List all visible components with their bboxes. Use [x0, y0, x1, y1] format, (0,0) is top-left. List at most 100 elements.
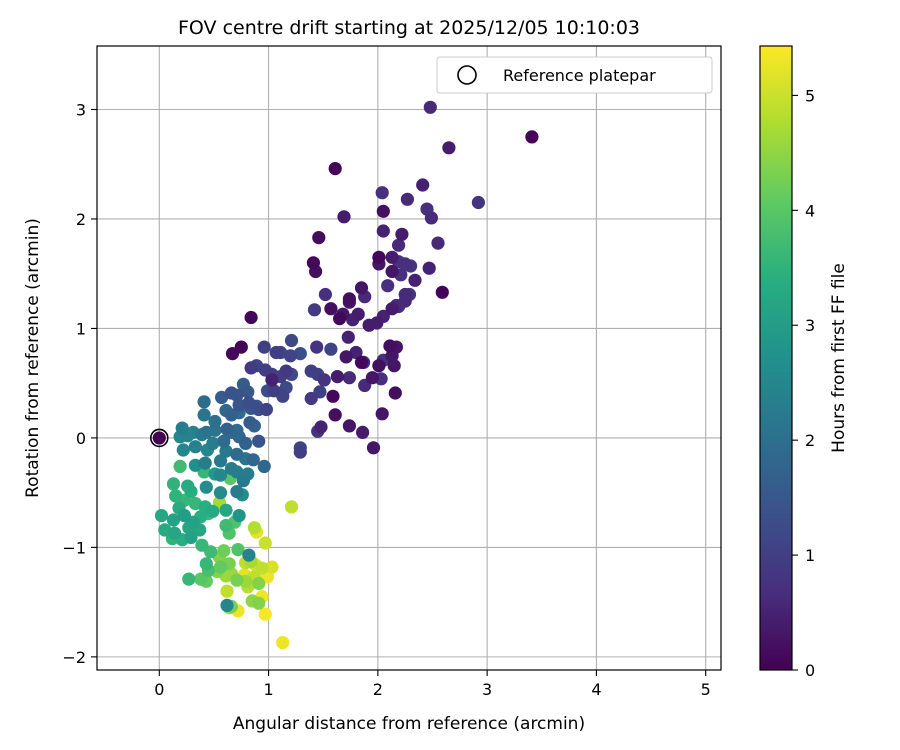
data-point — [188, 440, 202, 454]
data-point — [195, 538, 209, 552]
data-point — [265, 560, 279, 574]
data-point — [236, 474, 250, 488]
colorbar-tick-label: 2 — [805, 431, 815, 450]
data-point — [257, 459, 271, 473]
data-point — [206, 504, 220, 518]
data-point — [246, 453, 260, 467]
data-point — [293, 347, 307, 361]
y-tick-label: −1 — [62, 538, 86, 557]
data-point — [166, 477, 181, 491]
data-point — [279, 364, 293, 378]
data-point — [354, 355, 369, 369]
data-point — [217, 544, 231, 558]
x-tick-label: 4 — [591, 680, 601, 699]
data-point — [276, 636, 290, 650]
data-point — [388, 386, 402, 400]
reference-point-marker — [149, 428, 169, 448]
data-point — [398, 257, 412, 271]
x-axis-ticks: 0 1 2 3 4 5 — [154, 670, 711, 699]
data-point — [442, 141, 456, 155]
data-point — [242, 396, 256, 410]
data-point — [252, 576, 266, 591]
x-tick-label: 3 — [482, 680, 492, 699]
data-point — [206, 436, 220, 450]
data-point — [259, 402, 273, 417]
legend-label: Reference platepar — [503, 66, 656, 85]
data-point — [395, 227, 409, 241]
y-tick-label: 3 — [76, 100, 86, 119]
data-point — [324, 342, 338, 356]
data-point — [224, 408, 238, 422]
data-point — [232, 508, 246, 523]
data-point — [385, 264, 399, 279]
data-point — [252, 596, 266, 610]
x-tick-label: 0 — [154, 680, 164, 699]
data-point — [199, 480, 213, 494]
data-point — [213, 468, 228, 482]
data-point — [220, 598, 234, 613]
data-point — [337, 210, 351, 224]
colorbar-ticks: 0 1 2 3 4 5 — [792, 86, 815, 680]
data-point — [342, 419, 356, 433]
data-point — [219, 444, 233, 458]
data-point — [310, 340, 324, 354]
data-point — [328, 162, 342, 176]
data-point — [258, 607, 272, 621]
colorbar-tick-label: 0 — [805, 661, 815, 680]
reference-data-point — [152, 431, 166, 445]
data-point — [435, 285, 449, 299]
data-point — [239, 436, 253, 450]
data-point — [392, 238, 406, 252]
data-point — [383, 339, 397, 353]
data-point — [258, 536, 272, 550]
data-point — [168, 526, 182, 540]
data-point — [213, 560, 228, 574]
chart-title: FOV centre drift starting at 2025/12/05 … — [178, 17, 640, 39]
data-point — [166, 513, 181, 527]
data-point — [385, 302, 399, 316]
colorbar-tick-label: 1 — [805, 546, 815, 565]
data-point — [400, 192, 414, 206]
data-point — [339, 350, 353, 364]
colorbar-tick-label: 3 — [805, 316, 815, 335]
x-tick-label: 5 — [701, 680, 711, 699]
data-point — [318, 287, 332, 302]
data-point — [230, 447, 244, 461]
data-point — [471, 195, 485, 210]
data-point — [252, 434, 266, 448]
data-point — [154, 508, 169, 523]
reference-marker — [149, 428, 169, 448]
data-point — [199, 557, 213, 571]
data-point — [181, 479, 195, 493]
data-point — [356, 425, 370, 439]
legend-marker-icon — [457, 65, 477, 85]
data-point — [230, 573, 244, 587]
data-point — [328, 408, 342, 422]
data-point — [304, 364, 318, 378]
data-point — [416, 178, 430, 192]
data-point — [255, 561, 269, 575]
data-point — [213, 486, 228, 500]
data-point — [267, 384, 281, 398]
data-point — [333, 312, 347, 326]
data-point — [224, 386, 238, 400]
data-point — [312, 231, 326, 245]
data-point — [365, 371, 379, 385]
data-point — [385, 250, 399, 264]
data-point — [231, 543, 245, 557]
data-point — [197, 395, 211, 409]
data-point — [169, 489, 183, 503]
data-point — [177, 508, 191, 523]
plot-frame — [96, 45, 722, 671]
data-point — [342, 292, 356, 306]
data-point — [375, 186, 389, 200]
data-point — [173, 459, 187, 473]
data-point — [217, 434, 231, 448]
data-point — [422, 261, 436, 275]
data-point — [376, 224, 390, 238]
x-axis-label: Angular distance from reference (arcmin) — [233, 714, 585, 734]
data-point — [242, 548, 256, 562]
y-tick-label: 1 — [76, 319, 86, 338]
data-point — [366, 441, 381, 455]
